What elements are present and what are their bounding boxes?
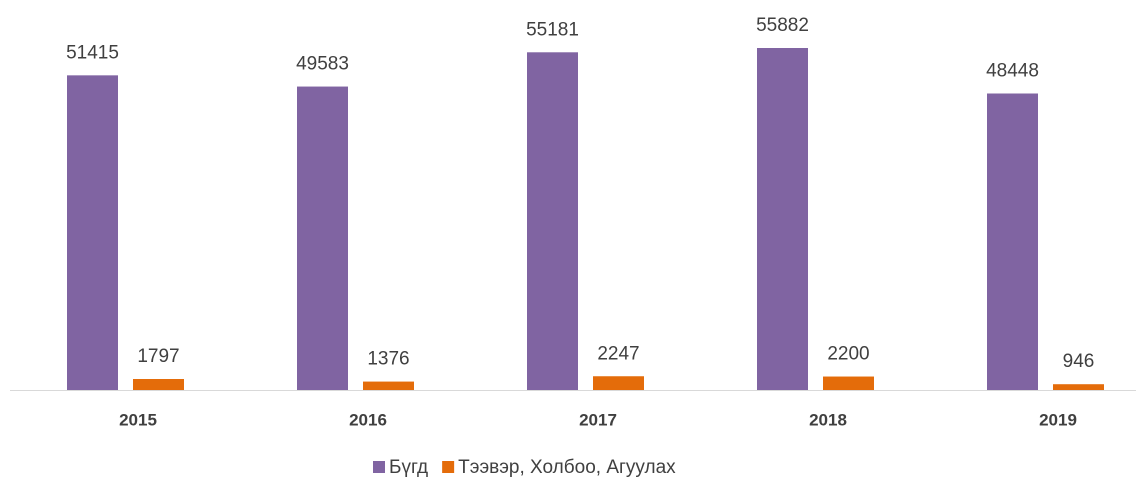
data-label: 55882 (756, 15, 809, 36)
data-label: 51415 (66, 42, 119, 63)
bar (593, 376, 644, 390)
x-tick-label: 2016 (349, 410, 387, 429)
legend-label: Тээвэр, Холбоо, Агуулах (458, 457, 676, 478)
x-tick-label: 2018 (809, 410, 847, 429)
bar (133, 379, 184, 390)
data-label: 1376 (367, 349, 409, 370)
x-tick-label: 2017 (579, 410, 617, 429)
data-label: 2247 (597, 343, 639, 364)
data-label: 48448 (986, 61, 1039, 82)
bar (67, 75, 118, 391)
x-tick-label: 2015 (119, 410, 157, 429)
bar (297, 86, 348, 391)
legend-swatch (373, 461, 385, 473)
legend-label: Бүгд (389, 457, 428, 478)
data-label: 946 (1063, 351, 1095, 372)
data-label: 1797 (137, 346, 179, 367)
x-tick-label: 2019 (1039, 410, 1077, 429)
data-label: 2200 (827, 344, 869, 365)
legend-swatch (442, 461, 455, 473)
bar (823, 376, 874, 390)
bar (757, 48, 808, 390)
bar (363, 381, 414, 390)
data-label: 55181 (526, 19, 579, 40)
bar (527, 52, 578, 390)
bar (1053, 384, 1104, 390)
data-label: 49583 (296, 54, 349, 75)
bar (987, 93, 1038, 390)
